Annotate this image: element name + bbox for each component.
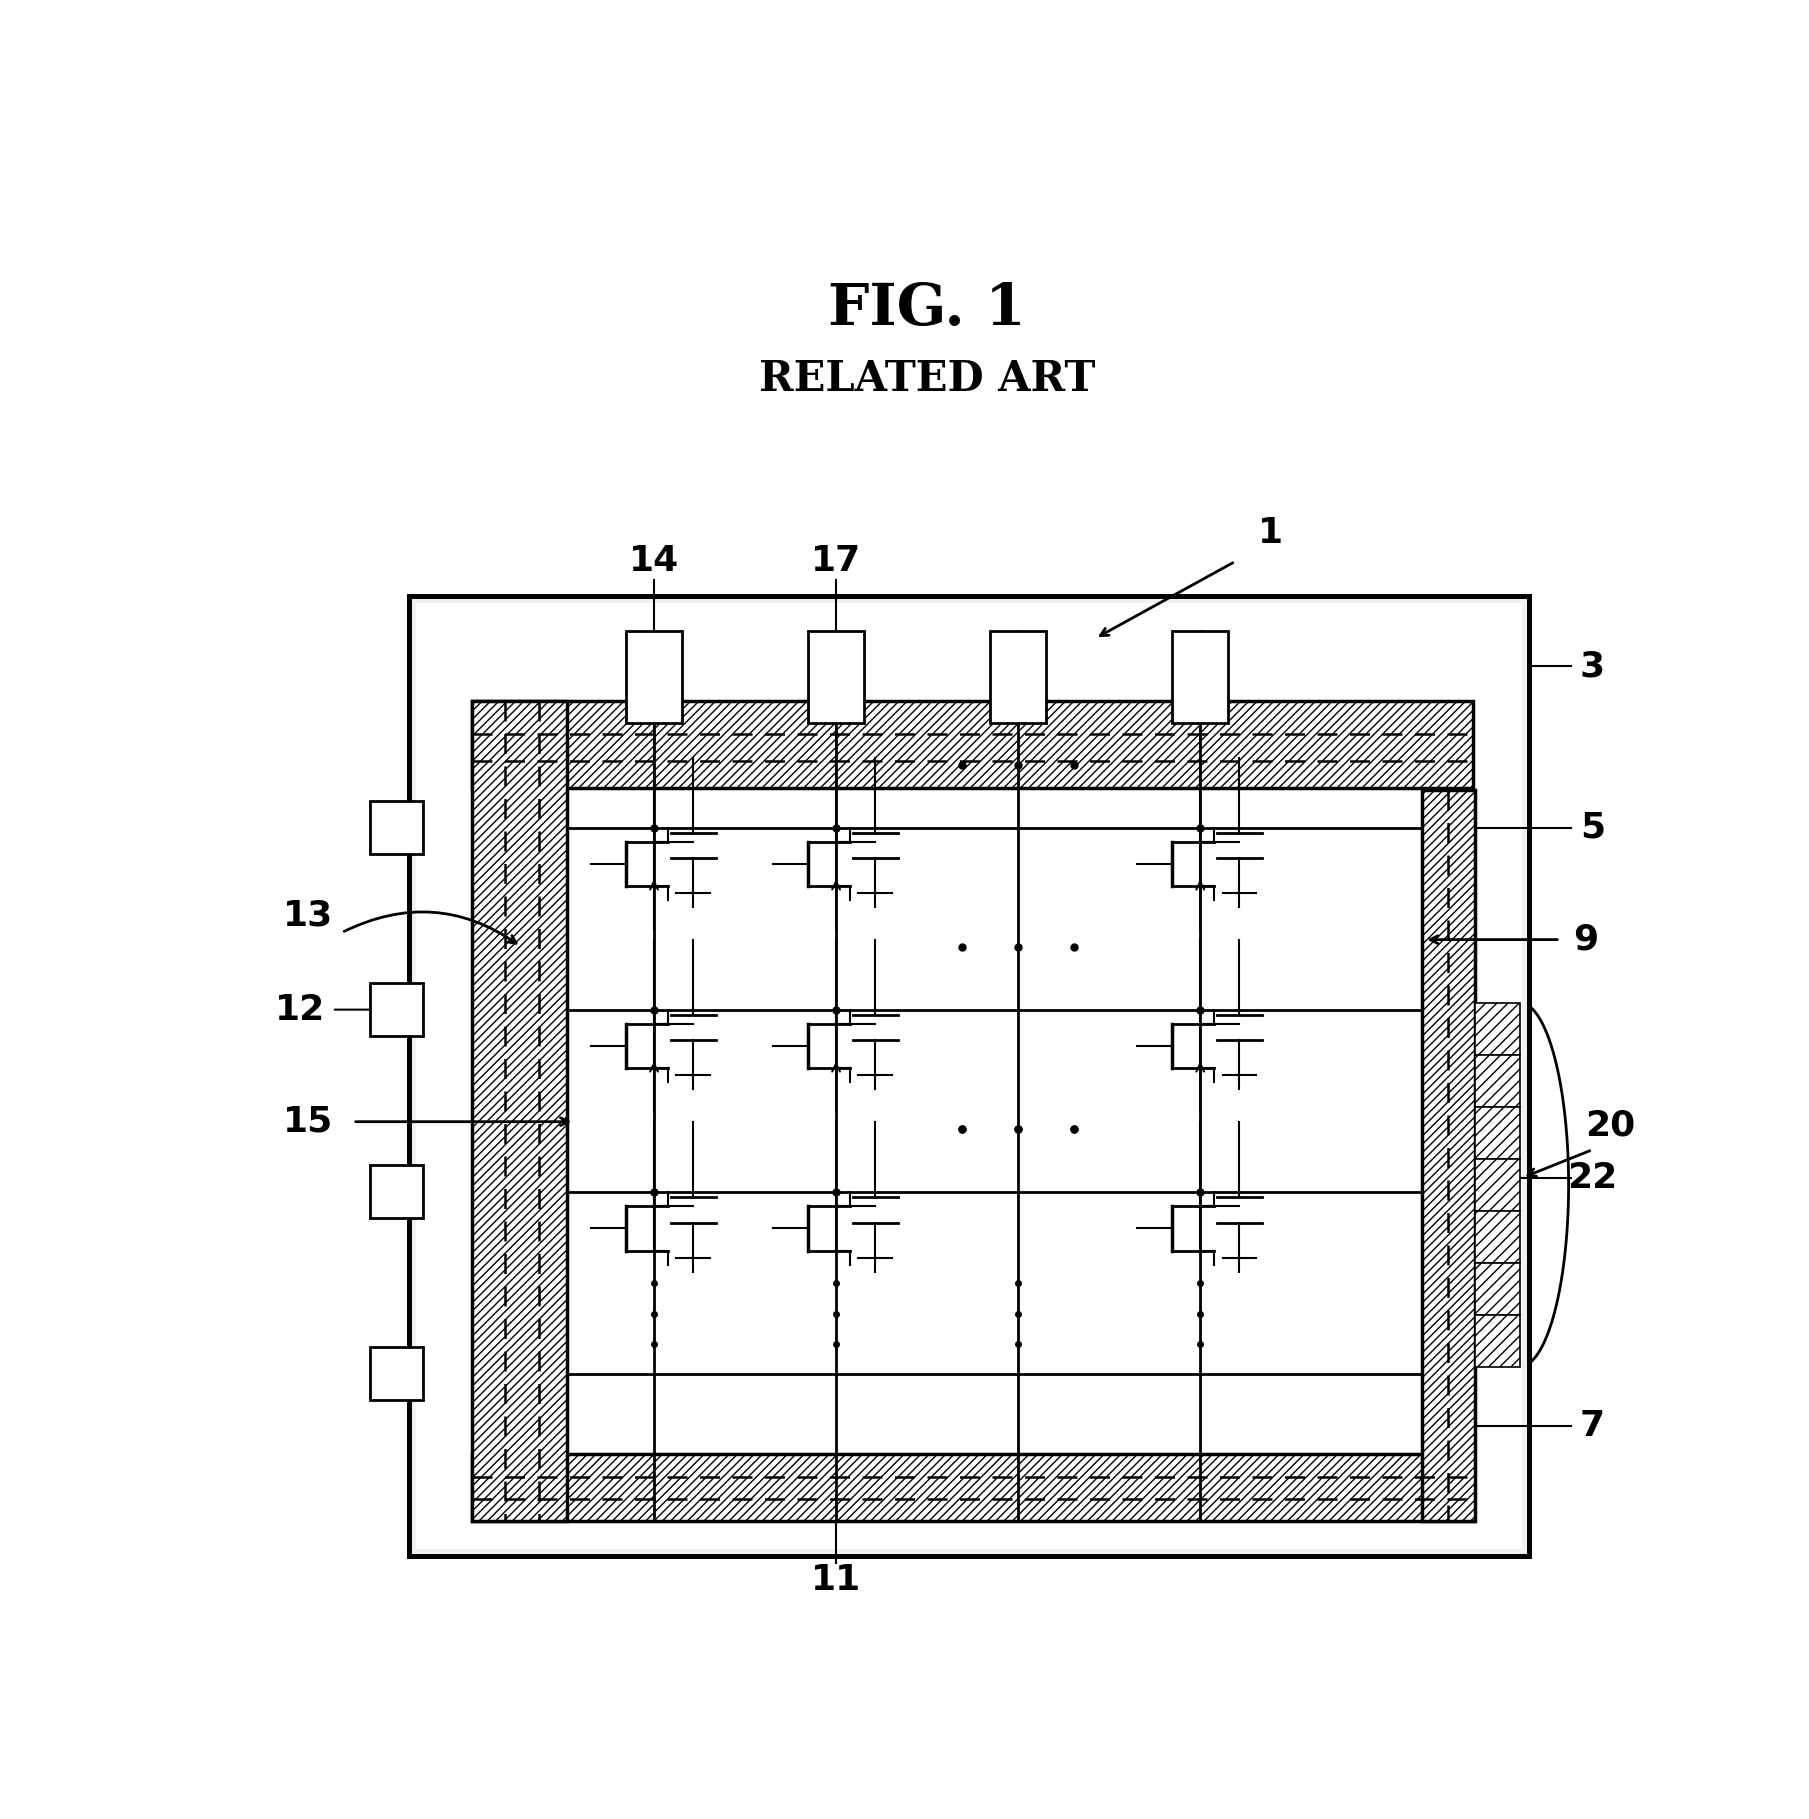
Text: RELATED ART: RELATED ART [760,358,1094,400]
Bar [1474,1106,1520,1159]
Text: 12: 12 [275,993,326,1026]
Text: 17: 17 [810,544,861,578]
Bar [1474,1315,1520,1366]
Bar [990,631,1046,722]
Bar [369,1348,423,1401]
Bar [416,604,1523,1550]
Text: 20: 20 [1585,1110,1635,1142]
Bar [472,702,568,1521]
Bar [1474,1002,1520,1055]
Bar [409,597,1529,1555]
Text: 22: 22 [1567,1161,1617,1195]
Text: 13: 13 [282,899,333,933]
Text: FIG. 1: FIG. 1 [829,282,1026,337]
Text: 14: 14 [630,544,678,578]
Bar [369,800,423,855]
Text: 9: 9 [1572,922,1597,957]
Text: 11: 11 [810,1563,861,1597]
Bar [1474,1262,1520,1315]
Bar [472,702,1473,788]
Bar [626,631,682,722]
Text: 5: 5 [1579,811,1605,844]
Bar [809,631,865,722]
Bar [369,1166,423,1219]
Text: 3: 3 [1579,649,1605,684]
Bar [1474,1159,1520,1211]
Bar [1172,631,1228,722]
Bar [1474,1055,1520,1106]
Bar [1422,789,1474,1521]
Bar [369,982,423,1037]
Bar [409,597,1529,1555]
Bar [472,1453,1473,1521]
Text: 15: 15 [282,1104,333,1139]
Bar [1474,1211,1520,1262]
Text: 1: 1 [1257,517,1283,551]
Text: 7: 7 [1579,1408,1605,1442]
